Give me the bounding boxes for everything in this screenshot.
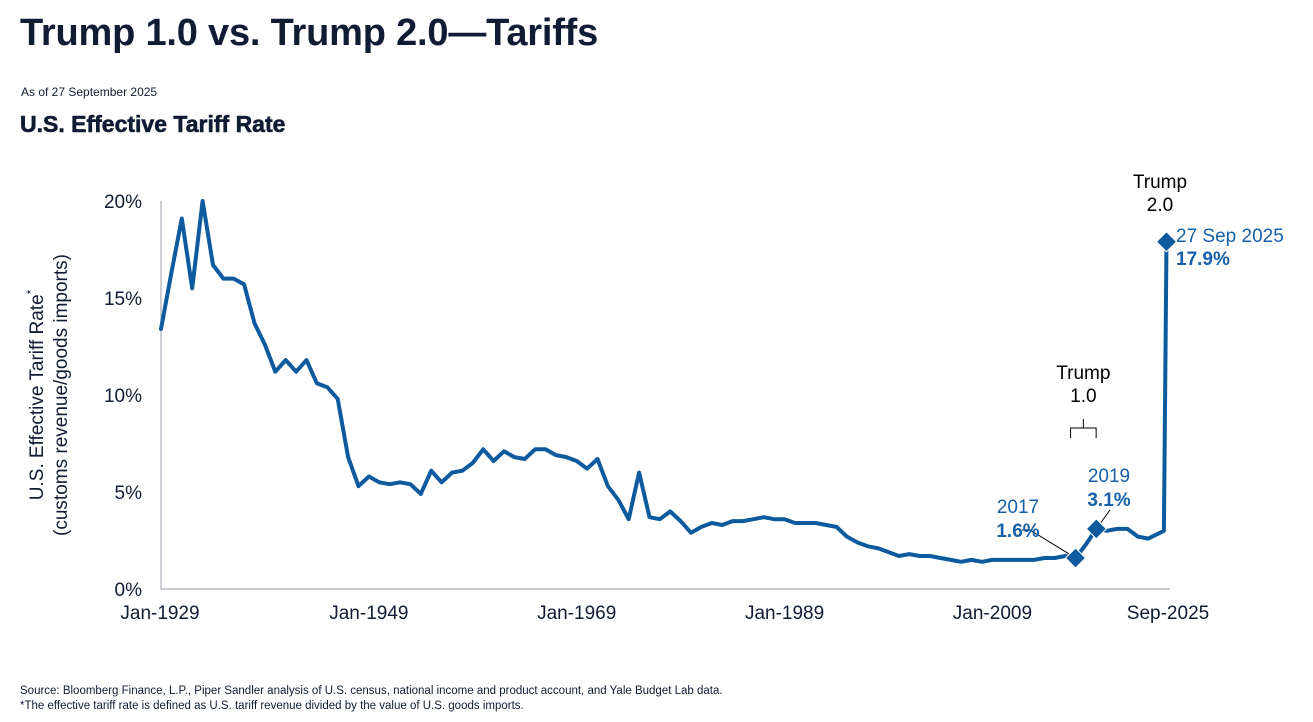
highlight-marker-27-sep-2025 bbox=[1155, 231, 1178, 253]
highlight-markers bbox=[1064, 231, 1178, 569]
y-axis-label-line2: (customs revenue/goods imports) bbox=[51, 254, 72, 536]
x-tick-label: Jan-1929 bbox=[120, 603, 199, 624]
label-2019-year: 2019 bbox=[1088, 466, 1130, 487]
label-2025-value: 17.9% bbox=[1176, 249, 1230, 270]
series-group bbox=[159, 199, 1169, 564]
x-tick-labels: Jan-1929 Jan-1949 Jan-1969 Jan-1989 Jan-2009… bbox=[120, 603, 1209, 624]
label-2025-date: 27 Sep 2025 bbox=[1176, 226, 1284, 247]
source-note: Source: Bloomberg Finance, L.P., Piper S… bbox=[20, 685, 723, 697]
asterisk-superscript: * bbox=[24, 289, 38, 294]
y-axis-label: U.S. Effective Tariff Rate* (customs rev… bbox=[24, 254, 72, 536]
y-tick-label: 15% bbox=[104, 289, 142, 310]
label-2019-value: 3.1% bbox=[1087, 490, 1130, 511]
label-2017-year: 2017 bbox=[997, 497, 1039, 518]
footnotes: Source: Bloomberg Finance, L.P., Piper S… bbox=[20, 684, 723, 714]
label-2017-value: 1.6% bbox=[996, 521, 1039, 542]
chart-axes bbox=[160, 201, 1170, 590]
page-title: Trump 1.0 vs. Trump 2.0—Tariffs bbox=[20, 12, 599, 54]
trump1-label-line2: 1.0 bbox=[1070, 386, 1096, 407]
y-tick-label: 10% bbox=[104, 386, 142, 407]
definition-note: *The effective tariff rate is defined as… bbox=[20, 700, 524, 712]
trump2-label-line1: Trump bbox=[1133, 172, 1187, 193]
y-axis-label-line1: U.S. Effective Tariff Rate* bbox=[24, 289, 48, 500]
x-tick-label: Jan-2009 bbox=[953, 603, 1032, 624]
x-tick-label: Jan-1989 bbox=[745, 603, 824, 624]
y-tick-label: 0% bbox=[115, 580, 143, 601]
highlight-marker-2017 bbox=[1064, 547, 1087, 569]
trump1-label-line1: Trump bbox=[1056, 363, 1110, 384]
trump1-bracket bbox=[1070, 427, 1097, 438]
x-tick-label: Jan-1969 bbox=[537, 603, 616, 624]
x-tick-label: Sep-2025 bbox=[1127, 603, 1209, 624]
x-tick-label: Jan-1949 bbox=[329, 603, 408, 624]
trump2-label-line2: 2.0 bbox=[1147, 195, 1173, 216]
highlight-marker-2019 bbox=[1085, 518, 1108, 540]
chart-subtitle: U.S. Effective Tariff Rate bbox=[20, 111, 286, 138]
series-line bbox=[159, 199, 1169, 564]
y-tick-label: 5% bbox=[115, 483, 143, 504]
y-tick-label: 20% bbox=[104, 192, 142, 213]
leader-line-2017 bbox=[1022, 529, 1076, 559]
as-of-date: As of 27 September 2025 bbox=[21, 85, 158, 99]
y-tick-labels: 0% 5% 10% 15% 20% bbox=[104, 192, 142, 601]
